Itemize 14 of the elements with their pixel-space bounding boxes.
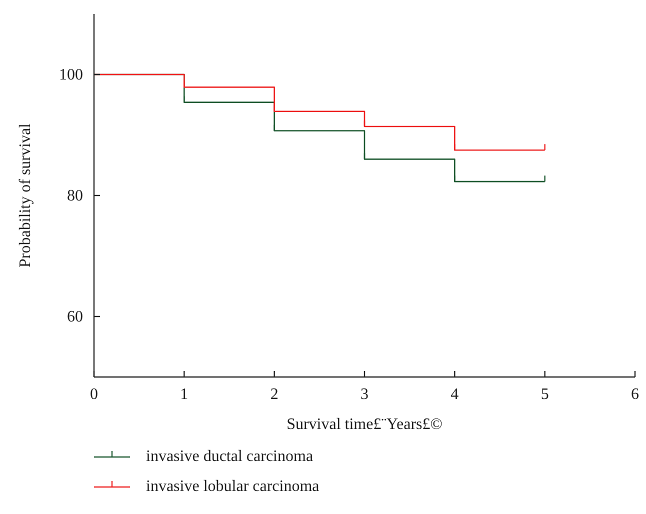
y-axis-title: Probability of survival bbox=[17, 122, 34, 268]
x-tick-label: 5 bbox=[540, 386, 549, 403]
x-tick-label: 0 bbox=[90, 386, 98, 403]
y-tick-label: 80 bbox=[67, 188, 83, 204]
x-tick-label: 4 bbox=[450, 386, 459, 403]
legend-label: invasive ductal carcinoma bbox=[146, 448, 314, 465]
x-tick-label: 6 bbox=[631, 386, 639, 403]
y-tick-label: 60 bbox=[67, 308, 83, 326]
y-tick-label: 100 bbox=[59, 66, 83, 84]
x-tick-label: 1 bbox=[180, 386, 188, 403]
x-tick-label: 2 bbox=[270, 386, 278, 403]
x-axis-title: Survival time£¨Years£© bbox=[286, 416, 442, 433]
x-tick-label: 3 bbox=[360, 386, 368, 403]
legend-label: invasive lobular carcinoma bbox=[146, 478, 320, 495]
